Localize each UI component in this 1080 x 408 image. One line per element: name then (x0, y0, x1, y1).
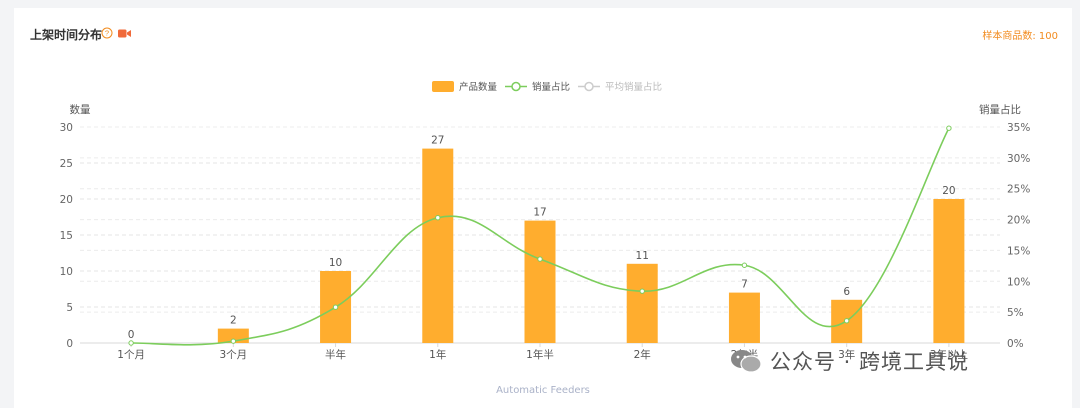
line-point (230, 338, 237, 344)
watermark-text: 公众号 · 跨境工具说 (770, 350, 970, 374)
bar-value-label: 20 (942, 185, 955, 197)
y-right-tick-label: 25% (1007, 184, 1030, 196)
y-right-tick-label: 35% (1007, 122, 1030, 134)
y-left-tick-label: 5 (66, 302, 73, 314)
svg-text:?: ? (105, 29, 109, 38)
x-tick-label: 1个月 (117, 349, 145, 361)
y-left-tick-label: 20 (60, 194, 73, 206)
bar (524, 220, 556, 343)
y-left-tick-label: 30 (60, 122, 73, 134)
legend-label: 销量占比 (532, 82, 571, 93)
line-point (946, 125, 952, 131)
bar (933, 199, 965, 343)
x-tick-label: 3个月 (219, 349, 247, 361)
bar (422, 148, 454, 343)
watermark: 公众号 · 跨境工具说 (730, 346, 969, 376)
line-point (537, 256, 543, 262)
line-point (128, 340, 134, 346)
legend-label: 平均销量占比 (605, 82, 663, 93)
sales-share-line (131, 127, 950, 346)
legend-line-swatch (505, 81, 528, 91)
y-left-tick-label: 10 (60, 266, 73, 278)
x-tick-label: 1年半 (526, 348, 554, 361)
section-title: 上架时间分布 (30, 28, 103, 42)
bar-value-label: 0 (128, 329, 135, 341)
line-point (435, 215, 441, 221)
y-right-tick-label: 20% (1007, 215, 1030, 227)
legend-item-sales-share[interactable]: 销量占比 (505, 79, 570, 93)
bar-value-label: 7 (741, 279, 748, 291)
y-left-tick-label: 15 (60, 230, 73, 242)
y-left-tick-label: 25 (60, 158, 73, 170)
y-left-axis-title: 数量 (70, 103, 91, 116)
help-icon[interactable]: ? (101, 27, 113, 39)
y-right-tick-label: 10% (1007, 276, 1030, 288)
legend-line-swatch (578, 81, 601, 91)
chart-legend: 产品数量 销量占比 平均销量占比 (432, 79, 670, 93)
bar-value-label: 10 (329, 257, 342, 269)
video-icon[interactable] (118, 28, 131, 39)
legend-item-product-count[interactable]: 产品数量 (432, 79, 497, 93)
wechat-icon (731, 350, 762, 373)
y-right-axis-title: 销量占比 (979, 103, 1021, 116)
bar-value-label: 17 (533, 207, 546, 219)
bar-value-label: 27 (431, 135, 444, 147)
legend-bar-swatch (432, 80, 454, 92)
sample-count: 样本商品数: 100 (982, 31, 1058, 42)
legend-item-avg-sales-share[interactable]: 平均销量占比 (578, 79, 662, 93)
x-tick-label: 3年以上 (930, 348, 968, 361)
legend-label: 产品数量 (459, 82, 498, 93)
x-tick-label: 半年 (325, 348, 346, 361)
y-right-tick-label: 30% (1007, 153, 1030, 165)
bar (626, 263, 658, 343)
x-tick-label: 2年 (634, 348, 651, 361)
line-point (332, 304, 339, 310)
y-right-tick-label: 5% (1007, 307, 1024, 319)
x-tick-label: 1年 (429, 348, 446, 361)
bar (728, 292, 760, 343)
y-right-tick-label: 15% (1007, 245, 1030, 257)
line-point (843, 318, 850, 324)
bar-value-label: 6 (843, 286, 850, 298)
x-tick-label: 3年 (838, 348, 855, 361)
y-right-tick-label: 0% (1007, 338, 1024, 350)
line-point (639, 288, 645, 294)
y-left-tick-label: 0 (66, 338, 73, 350)
x-axis-title: Automatic Feeders (496, 385, 590, 396)
bar-value-label: 11 (636, 250, 649, 262)
bar-value-label: 2 (230, 315, 237, 327)
line-point (741, 262, 748, 268)
